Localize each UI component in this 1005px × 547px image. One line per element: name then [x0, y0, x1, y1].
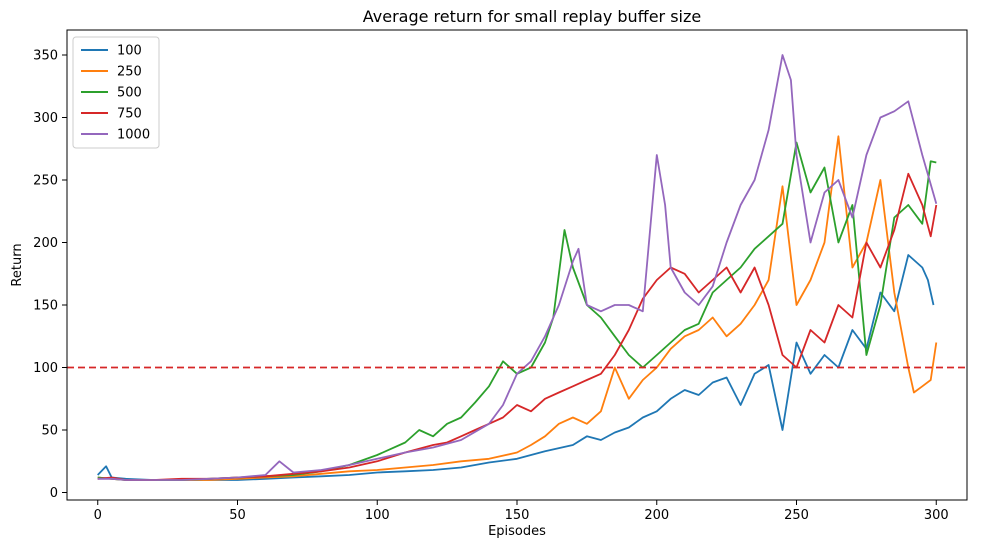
y-tick-label: 50 — [41, 424, 58, 439]
y-axis: 0 50 100 150 200 250 300 350 — [33, 49, 67, 501]
x-axis-label: Episodes — [488, 524, 546, 539]
y-tick-label: 250 — [33, 174, 58, 189]
series-line-100 — [97, 254, 935, 481]
x-tick-label: 100 — [365, 508, 390, 523]
legend-label-1000: 1000 — [117, 128, 150, 143]
y-tick-label: 350 — [33, 49, 58, 64]
series-line-1000 — [97, 54, 938, 481]
x-tick-label: 0 — [94, 508, 102, 523]
series-layer — [97, 54, 938, 481]
series-line-250 — [97, 135, 938, 481]
y-tick-label: 200 — [33, 236, 58, 251]
x-tick-label: 300 — [924, 508, 949, 523]
legend-label-500: 500 — [117, 86, 142, 101]
y-tick-label: 300 — [33, 111, 58, 126]
legend-box — [72, 36, 160, 149]
legend-label-750: 750 — [117, 107, 142, 122]
y-tick-label: 100 — [33, 361, 58, 376]
chart-title: Average return for small replay buffer s… — [363, 7, 701, 26]
x-tick-label: 50 — [229, 508, 246, 523]
x-tick-label: 250 — [784, 508, 809, 523]
legend-label-250: 250 — [117, 65, 142, 80]
plot-area — [67, 30, 967, 500]
y-axis-label: Return — [10, 243, 25, 286]
x-axis: 0 50 100 150 200 250 300 — [94, 500, 949, 523]
x-tick-label: 150 — [505, 508, 530, 523]
series-line-750 — [97, 172, 938, 481]
x-tick-label: 200 — [644, 508, 669, 523]
y-tick-label: 150 — [33, 299, 58, 314]
legend-label-100: 100 — [117, 44, 142, 59]
legend: 100 250 500 750 1000 — [72, 36, 160, 149]
y-tick-label: 0 — [50, 486, 58, 501]
